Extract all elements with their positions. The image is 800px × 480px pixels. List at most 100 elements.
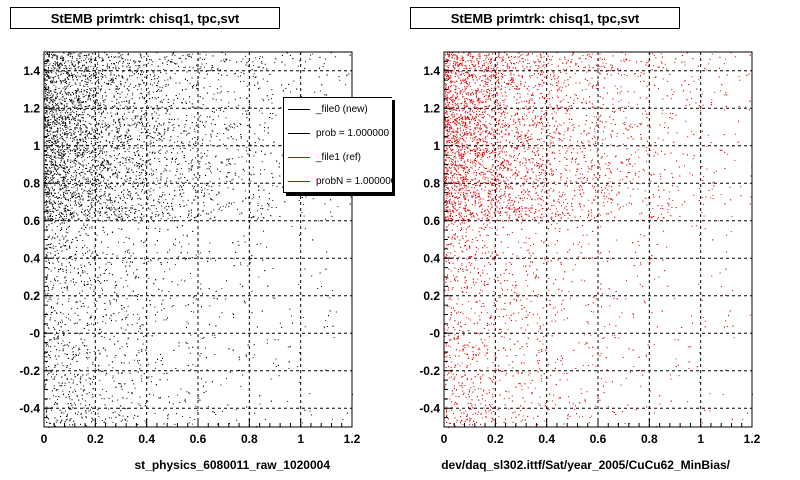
data-point <box>47 209 48 211</box>
data-point <box>48 75 50 77</box>
data-point <box>148 277 150 279</box>
data-point <box>185 257 186 259</box>
data-point <box>48 218 50 220</box>
data-point <box>143 56 145 58</box>
data-point <box>48 138 50 139</box>
data-point <box>187 199 189 201</box>
data-point <box>48 201 50 203</box>
data-point <box>140 88 142 90</box>
data-point <box>69 271 71 273</box>
data-point <box>103 146 104 148</box>
data-point <box>219 139 221 141</box>
data-point <box>139 396 141 398</box>
data-point <box>56 303 58 305</box>
data-point <box>48 328 50 330</box>
data-point <box>131 198 133 200</box>
data-point <box>289 91 291 93</box>
data-point <box>173 62 175 64</box>
data-point <box>252 75 254 77</box>
data-point <box>158 139 160 141</box>
data-point <box>253 155 255 157</box>
data-point <box>65 374 66 376</box>
data-point <box>261 205 263 207</box>
data-point <box>54 279 56 281</box>
data-point <box>70 363 72 365</box>
data-point <box>229 60 231 61</box>
data-point <box>49 170 51 172</box>
data-point <box>81 66 83 68</box>
data-point <box>97 160 99 162</box>
data-point <box>84 245 86 247</box>
data-point <box>54 280 56 282</box>
data-point <box>128 362 130 364</box>
data-point <box>63 412 65 414</box>
data-point <box>155 208 157 210</box>
data-point <box>85 125 87 127</box>
data-point <box>60 160 62 162</box>
data-point <box>75 127 77 129</box>
data-point <box>86 284 88 285</box>
data-point <box>86 190 88 192</box>
data-point <box>105 105 107 107</box>
data-point <box>46 63 48 64</box>
data-point <box>98 416 100 418</box>
data-point <box>161 87 163 89</box>
data-point <box>204 194 206 196</box>
data-point <box>125 181 127 183</box>
data-point <box>53 328 55 330</box>
data-point <box>330 52 332 54</box>
data-point <box>262 146 264 148</box>
data-point <box>46 210 48 211</box>
data-point <box>153 91 155 93</box>
data-point <box>72 76 74 78</box>
data-point <box>210 123 212 125</box>
data-point <box>112 107 114 108</box>
data-point <box>88 53 90 55</box>
data-point <box>77 143 78 145</box>
data-point <box>67 114 69 116</box>
data-point <box>143 178 145 180</box>
data-point <box>77 152 79 154</box>
data-point <box>56 109 58 111</box>
data-point <box>50 161 52 163</box>
data-point <box>161 101 163 103</box>
data-point <box>74 356 76 358</box>
data-point <box>249 202 251 204</box>
data-point <box>247 265 249 267</box>
data-point <box>154 306 156 308</box>
data-point <box>166 109 168 111</box>
data-point <box>65 61 67 63</box>
data-point <box>86 164 87 166</box>
data-point <box>92 164 93 166</box>
data-point <box>78 105 80 107</box>
data-point <box>141 124 143 126</box>
data-point <box>212 130 214 132</box>
data-point <box>225 298 227 300</box>
data-point <box>95 127 97 129</box>
data-point <box>54 278 56 280</box>
data-point <box>79 82 81 84</box>
data-point <box>51 104 53 105</box>
data-point <box>103 160 105 162</box>
data-point <box>297 65 299 67</box>
data-point <box>184 123 186 125</box>
data-point <box>56 121 58 123</box>
data-point <box>54 153 56 155</box>
data-point <box>87 77 89 79</box>
data-point <box>106 208 108 210</box>
data-point <box>147 199 149 201</box>
data-point <box>148 91 150 93</box>
data-point <box>125 310 127 312</box>
data-point <box>77 184 79 185</box>
data-point <box>65 93 67 95</box>
data-point <box>59 215 61 217</box>
data-point <box>85 78 87 80</box>
data-point <box>126 136 128 138</box>
data-point <box>196 151 198 153</box>
data-point <box>79 333 81 335</box>
data-point <box>142 131 144 133</box>
data-point <box>61 153 63 154</box>
data-point <box>80 60 82 62</box>
data-point <box>163 319 165 321</box>
data-point <box>117 146 119 148</box>
